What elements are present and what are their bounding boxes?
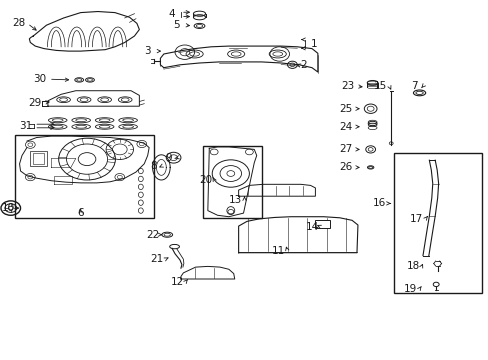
Text: 4: 4 xyxy=(168,9,175,19)
Text: 18: 18 xyxy=(406,261,419,271)
Bar xyxy=(393,153,481,293)
Polygon shape xyxy=(48,91,139,106)
Text: 19: 19 xyxy=(403,284,417,294)
Text: 21: 21 xyxy=(149,254,163,264)
Text: 23: 23 xyxy=(341,81,354,91)
Text: 22: 22 xyxy=(145,230,159,240)
Polygon shape xyxy=(238,217,357,253)
Polygon shape xyxy=(20,136,149,183)
Bar xyxy=(33,153,44,164)
Polygon shape xyxy=(181,266,234,279)
Text: 12: 12 xyxy=(170,276,183,287)
Text: 5: 5 xyxy=(172,20,179,30)
Text: 10: 10 xyxy=(2,203,15,213)
Text: 11: 11 xyxy=(271,246,285,256)
Text: 13: 13 xyxy=(228,195,242,205)
Text: 8: 8 xyxy=(150,161,157,171)
Polygon shape xyxy=(160,46,317,72)
Text: 15: 15 xyxy=(373,81,386,91)
Text: 2: 2 xyxy=(299,60,306,70)
Text: 26: 26 xyxy=(339,162,352,172)
Text: 25: 25 xyxy=(339,104,352,114)
Text: 7: 7 xyxy=(410,81,417,91)
Bar xyxy=(315,220,329,228)
Text: 3: 3 xyxy=(144,46,151,56)
Text: 24: 24 xyxy=(339,122,352,132)
Text: 28: 28 xyxy=(12,18,25,28)
Text: 29: 29 xyxy=(28,98,42,108)
Text: 16: 16 xyxy=(371,198,385,208)
Bar xyxy=(30,151,47,166)
Polygon shape xyxy=(207,147,256,217)
Text: 17: 17 xyxy=(409,214,423,224)
Text: 6: 6 xyxy=(77,208,84,218)
Text: 9: 9 xyxy=(165,153,172,163)
Text: 1: 1 xyxy=(310,39,317,49)
Bar xyxy=(15,135,154,218)
Bar xyxy=(203,146,261,218)
Text: 20: 20 xyxy=(199,175,211,185)
Text: 27: 27 xyxy=(339,144,352,154)
Polygon shape xyxy=(238,184,315,196)
Text: 30: 30 xyxy=(34,74,46,84)
Text: 14: 14 xyxy=(305,222,318,232)
Polygon shape xyxy=(29,12,139,51)
Text: 31: 31 xyxy=(19,121,32,131)
